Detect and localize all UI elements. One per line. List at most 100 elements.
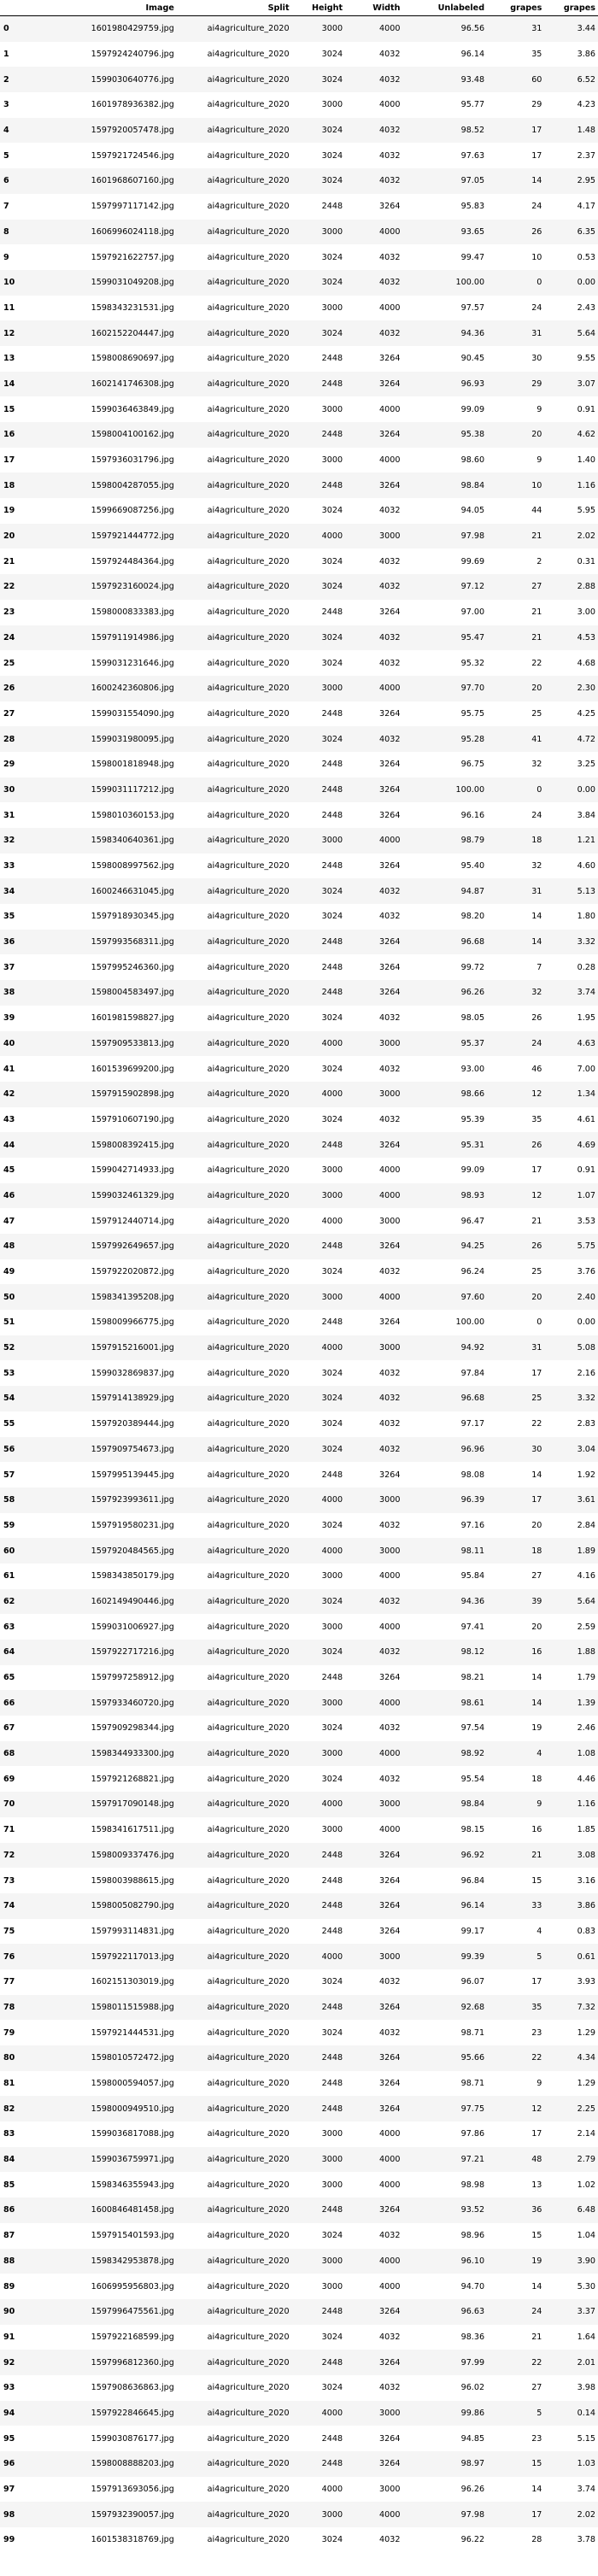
cell-image: 1597915401593.jpg bbox=[91, 2231, 174, 2241]
cell-image: 1597923160024.jpg bbox=[26, 574, 177, 600]
cell-height: 3024 bbox=[291, 168, 346, 194]
cell-grapes-percent: 5.15 bbox=[577, 2433, 595, 2444]
cell-grapes-percent: 1.02 bbox=[577, 2180, 595, 2190]
cell-grapes-percent: 3.86 bbox=[577, 50, 595, 60]
cell-height: 3000 bbox=[291, 1740, 346, 1767]
cell-grapes-count: 17 bbox=[487, 117, 545, 144]
cell-grapes-count: 16 bbox=[487, 1640, 545, 1665]
table-row: 99 1601538318769.jpg ai4agriculture_2020 30… bbox=[0, 2527, 598, 2553]
cell-height: 4000 bbox=[291, 2400, 346, 2426]
cell-height: 3000 bbox=[321, 1571, 343, 1581]
cell-grapes-percent: 0.00 bbox=[544, 269, 598, 296]
cell-grapes-count: 19 bbox=[487, 2248, 545, 2274]
cell-height: 3000 bbox=[321, 2129, 343, 2139]
cell-image: 1598011515988.jpg bbox=[26, 1994, 177, 2021]
cell-image: 1597921444772.jpg bbox=[26, 523, 177, 549]
cell-width: 4000 bbox=[345, 2248, 403, 2274]
cell-unlabeled: 93.00 bbox=[460, 1064, 485, 1074]
row-index: 24 bbox=[0, 625, 27, 651]
cell-width: 4000 bbox=[345, 675, 403, 701]
cell-grapes-count: 9 bbox=[536, 2079, 542, 2089]
cell-width: 4000 bbox=[345, 1740, 403, 1767]
cell-height: 3024 bbox=[321, 658, 343, 668]
cell-unlabeled: 98.93 bbox=[402, 1182, 488, 1209]
cell-image: 1600246631045.jpg bbox=[26, 878, 177, 905]
row-index: 23 bbox=[3, 607, 15, 618]
cell-grapes-percent: 2.40 bbox=[544, 1284, 598, 1311]
cell-split: ai4agriculture_2020 bbox=[176, 726, 292, 752]
cell-image: 1598000833383.jpg bbox=[91, 607, 174, 618]
cell-height: 2448 bbox=[321, 1875, 343, 1886]
cell-unlabeled: 96.68 bbox=[402, 929, 488, 955]
cell-height: 2448 bbox=[291, 980, 346, 1006]
cell-grapes-count: 35 bbox=[531, 1114, 542, 1124]
row-index: 52 bbox=[0, 1335, 27, 1361]
cell-height: 3024 bbox=[321, 252, 343, 262]
cell-grapes-count: 26 bbox=[487, 1132, 545, 1158]
cell-split: ai4agriculture_2020 bbox=[207, 1875, 290, 1886]
row-index: 91 bbox=[3, 2332, 15, 2342]
cell-height: 4000 bbox=[291, 1030, 346, 1057]
cell-height: 3000 bbox=[321, 100, 343, 110]
cell-grapes-percent: 0.53 bbox=[577, 252, 595, 262]
cell-grapes-percent: 0.83 bbox=[577, 1926, 595, 1936]
cell-split: ai4agriculture_2020 bbox=[176, 1234, 292, 1259]
cell-height: 3000 bbox=[321, 302, 343, 313]
row-index: 47 bbox=[3, 1216, 15, 1226]
cell-image: 1597920484565.jpg bbox=[26, 1538, 177, 1564]
cell-unlabeled: 95.28 bbox=[402, 726, 488, 752]
cell-unlabeled: 98.52 bbox=[402, 117, 488, 144]
cell-grapes-count: 17 bbox=[531, 150, 542, 161]
cell-image: 1598005082790.jpg bbox=[26, 1892, 177, 1919]
cell-grapes-percent: 3.32 bbox=[544, 1386, 598, 1411]
row-index: 89 bbox=[3, 2281, 15, 2291]
cell-split: ai4agriculture_2020 bbox=[176, 574, 292, 600]
cell-image: 1599031117212.jpg bbox=[26, 777, 177, 803]
table-row: 93 1597908636863.jpg ai4agriculture_2020 30… bbox=[0, 2375, 598, 2401]
cell-grapes-percent: 3.74 bbox=[577, 2485, 595, 2495]
cell-image: 1599031006927.jpg bbox=[91, 1622, 174, 1632]
cell-split: ai4agriculture_2020 bbox=[176, 1842, 292, 1869]
cell-grapes-count: 17 bbox=[487, 2502, 545, 2528]
cell-unlabeled: 98.36 bbox=[460, 2332, 485, 2342]
cell-height: 2448 bbox=[321, 607, 343, 618]
cell-width: 3000 bbox=[345, 1487, 403, 1513]
cell-height: 2448 bbox=[291, 1234, 346, 1259]
cell-image: 1597922846645.jpg bbox=[26, 2400, 177, 2426]
cell-unlabeled: 96.26 bbox=[402, 980, 488, 1006]
cell-unlabeled: 99.69 bbox=[460, 556, 485, 566]
cell-width: 4032 bbox=[345, 117, 403, 144]
cell-split: ai4agriculture_2020 bbox=[176, 472, 292, 499]
cell-height: 2448 bbox=[291, 1994, 346, 2021]
row-index: 29 bbox=[3, 760, 15, 770]
cell-unlabeled: 96.93 bbox=[402, 371, 488, 397]
cell-split: ai4agriculture_2020 bbox=[176, 67, 292, 93]
cell-height: 2448 bbox=[291, 929, 346, 955]
cell-height: 3000 bbox=[321, 1165, 343, 1176]
cell-grapes-count: 30 bbox=[531, 354, 542, 364]
cell-image: 1598009337476.jpg bbox=[26, 1842, 177, 1869]
cell-height: 2448 bbox=[291, 2198, 346, 2223]
cell-grapes-count: 24 bbox=[531, 202, 542, 212]
cell-split: ai4agriculture_2020 bbox=[207, 2332, 290, 2342]
cell-height: 3024 bbox=[321, 2535, 343, 2545]
cell-image: 1598000949510.jpg bbox=[26, 2096, 177, 2122]
table-row: 25 1599031231646.jpg ai4agriculture_2020 30… bbox=[0, 650, 598, 676]
cell-width: 3264 bbox=[345, 980, 403, 1006]
cell-grapes-percent: 1.29 bbox=[577, 2027, 595, 2038]
cell-height: 2448 bbox=[321, 1926, 343, 1936]
table-row: 6 1601968607160.jpg ai4agriculture_2020 302… bbox=[0, 168, 598, 194]
cell-grapes-count: 24 bbox=[531, 810, 542, 820]
cell-height: 4000 bbox=[321, 2485, 343, 2495]
cell-image: 1597924484364.jpg bbox=[91, 556, 174, 566]
cell-split: ai4agriculture_2020 bbox=[207, 2383, 290, 2393]
table-row: 80 1598010572472.jpg ai4agriculture_2020 24… bbox=[0, 2045, 598, 2071]
cell-unlabeled: 94.36 bbox=[402, 1588, 488, 1615]
row-index: 8 bbox=[0, 219, 27, 245]
table-row: 52 1597915216001.jpg ai4agriculture_2020 40… bbox=[0, 1335, 598, 1361]
table-row: 79 1597921444531.jpg ai4agriculture_2020 30… bbox=[0, 2020, 598, 2045]
cell-grapes-percent: 1.95 bbox=[577, 1013, 595, 1024]
row-index: 62 bbox=[0, 1588, 27, 1615]
cell-grapes-count: 10 bbox=[531, 252, 542, 262]
table-row: 50 1598341395208.jpg ai4agriculture_2020 30… bbox=[0, 1284, 598, 1311]
